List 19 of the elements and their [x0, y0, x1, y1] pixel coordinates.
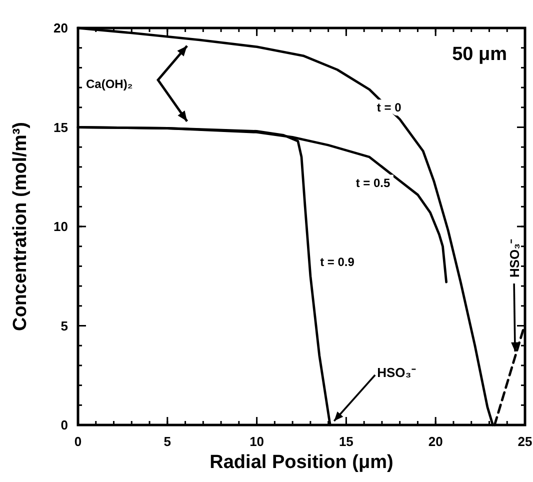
annotation: HSO₃⁻ — [507, 238, 522, 278]
x-tick-label: 0 — [74, 434, 82, 449]
x-tick-label: 15 — [338, 434, 354, 449]
x-tick-label: 5 — [164, 434, 172, 449]
x-axis-title: Radial Position (μm) — [210, 452, 394, 473]
annotation: 50 μm — [452, 44, 507, 65]
x-tick-label: 25 — [518, 434, 532, 449]
x-tick-label: 20 — [428, 434, 443, 449]
annotation: Ca(OH)₂ — [86, 77, 133, 91]
y-axis-title: Concentration (mol/m³) — [10, 122, 31, 331]
y-tick-label: 5 — [60, 318, 68, 334]
y-tick-label: 20 — [54, 20, 68, 36]
y-tick-label: 15 — [54, 120, 68, 135]
series-label: t = 0.9 — [320, 255, 355, 270]
y-tick-label: 10 — [54, 219, 68, 234]
series-label: t = 0.5 — [356, 176, 391, 190]
x-tick-label: 10 — [250, 434, 264, 449]
annotation: HSO₃⁻ — [377, 365, 416, 380]
y-tick-label: 0 — [60, 418, 68, 432]
